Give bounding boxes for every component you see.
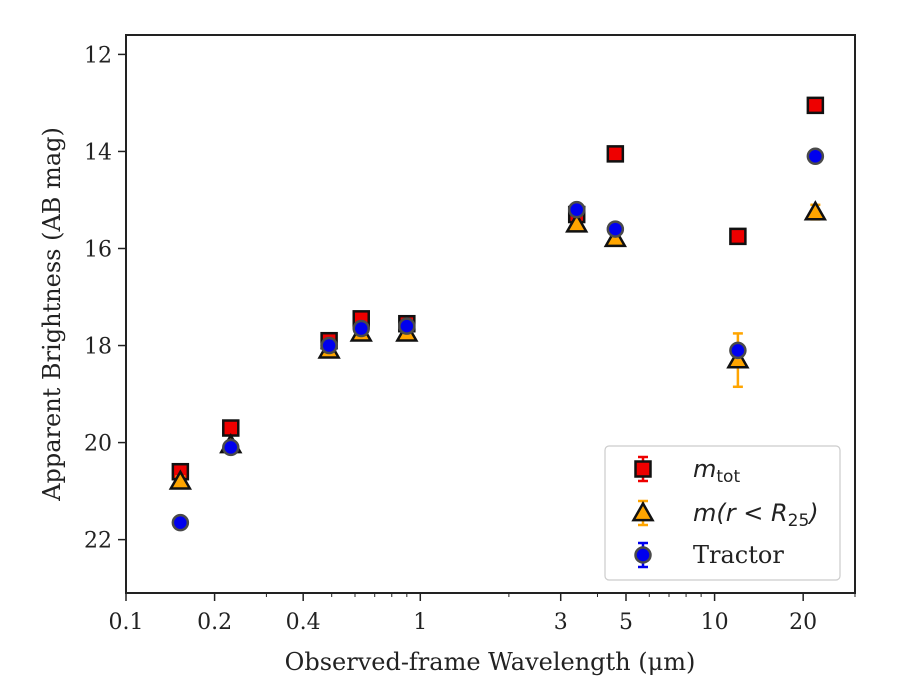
y-tick-label: 18: [84, 335, 112, 360]
y-tick-label: 16: [84, 237, 112, 262]
data-point-circle: [352, 319, 370, 338]
data-point-circle: [320, 336, 338, 355]
legend: mtot m(r < R25) Tractor: [604, 445, 841, 581]
data-point-circle: [222, 438, 240, 457]
data-point-triangle: [565, 212, 589, 233]
plot-frame: [125, 34, 856, 594]
x-tick-label: 0.1: [109, 610, 144, 635]
y-tick-label: 20: [84, 432, 112, 457]
series-circle: [171, 147, 825, 532]
y-tick-label: 14: [84, 140, 112, 165]
legend-box: [604, 445, 841, 581]
legend-label: mtot: [693, 455, 740, 487]
x-tick-label: 10: [701, 610, 729, 635]
x-tick-label: 5: [619, 610, 633, 635]
data-point-circle: [567, 200, 586, 219]
data-point-circle: [729, 341, 747, 360]
data-point-square: [729, 227, 747, 246]
data-point-triangle: [803, 200, 828, 221]
legend-label: Tractor: [693, 541, 784, 569]
x-axis-label: Observed-frame Wavelength (μm): [285, 648, 696, 676]
legend-marker-triangle: [631, 500, 655, 522]
data-point-square: [606, 145, 625, 163]
data-point-circle: [398, 317, 416, 335]
y-tick-label: 22: [84, 529, 112, 554]
legend-marker-square: [634, 460, 652, 478]
x-tick-label: 20: [789, 610, 817, 635]
data-marks: [168, 96, 828, 532]
data-point-square: [806, 96, 825, 115]
y-axis-label: Apparent Brightness (AB mag): [38, 127, 66, 502]
axis-ticks: 0.1 0.2 0.4 1 3 5 10 20 12 14 16 18 20 22: [84, 43, 856, 635]
x-tick-label: 0.2: [197, 610, 232, 635]
y-tick-label: 12: [84, 43, 112, 68]
legend-marker-circle: [634, 546, 652, 564]
data-point-circle: [171, 513, 190, 532]
data-point-triangle: [168, 469, 193, 490]
legend-label: m(r < R25): [693, 499, 819, 531]
data-point-circle: [806, 147, 825, 166]
x-tick-label: 3: [554, 610, 568, 635]
series-square: [171, 96, 825, 481]
x-tick-label: 0.4: [286, 610, 321, 635]
x-tick-label: 1: [413, 610, 427, 635]
data-point-circle: [606, 220, 625, 238]
